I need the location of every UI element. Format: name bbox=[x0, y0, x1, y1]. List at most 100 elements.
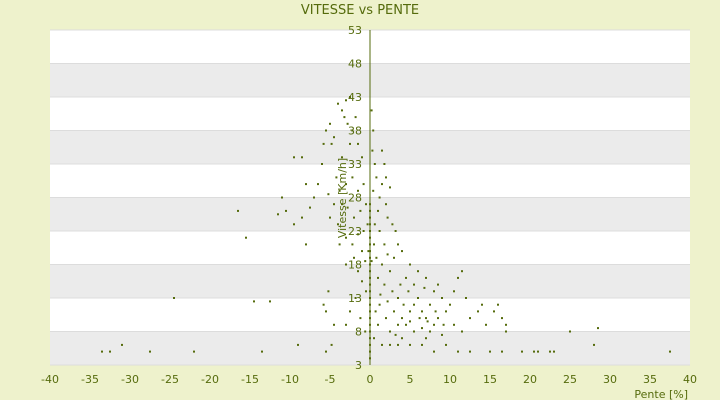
data-point bbox=[485, 323, 487, 326]
data-point bbox=[361, 156, 363, 159]
data-point bbox=[433, 350, 435, 353]
x-axis-title: Pente [%] bbox=[634, 388, 688, 400]
data-point bbox=[359, 209, 362, 212]
data-point bbox=[353, 216, 355, 219]
data-point bbox=[409, 263, 411, 266]
data-point bbox=[389, 186, 391, 189]
data-point bbox=[301, 156, 303, 159]
data-point bbox=[429, 303, 431, 306]
data-point bbox=[417, 270, 419, 273]
data-point bbox=[369, 236, 371, 239]
data-point bbox=[461, 330, 463, 333]
data-point bbox=[369, 209, 371, 212]
data-point bbox=[377, 323, 379, 326]
data-point bbox=[346, 122, 349, 125]
data-point bbox=[333, 136, 335, 139]
data-point bbox=[383, 283, 386, 286]
x-tick-label: -40 bbox=[41, 373, 59, 386]
data-point bbox=[337, 223, 339, 226]
data-point bbox=[245, 236, 247, 239]
data-point bbox=[373, 337, 375, 340]
data-point bbox=[489, 350, 491, 353]
data-point bbox=[317, 183, 319, 186]
data-point bbox=[386, 216, 389, 219]
data-point bbox=[394, 230, 397, 232]
data-point bbox=[373, 163, 376, 165]
data-point bbox=[354, 116, 357, 119]
data-point bbox=[369, 350, 371, 353]
data-point bbox=[521, 350, 523, 353]
data-point bbox=[173, 297, 175, 299]
data-point bbox=[362, 183, 365, 186]
x-tick-label: 20 bbox=[523, 373, 537, 386]
data-point bbox=[497, 303, 499, 306]
data-point bbox=[386, 300, 389, 303]
data-point bbox=[297, 343, 299, 346]
data-point bbox=[401, 250, 403, 253]
data-point bbox=[389, 343, 391, 346]
y-tick-label: 3 bbox=[355, 359, 362, 372]
data-point bbox=[351, 129, 354, 132]
data-point bbox=[401, 317, 403, 320]
data-point bbox=[413, 303, 415, 306]
data-point bbox=[402, 303, 405, 306]
data-point bbox=[372, 129, 375, 132]
data-point bbox=[378, 230, 381, 232]
data-point bbox=[369, 263, 371, 266]
data-point bbox=[353, 256, 355, 259]
data-point bbox=[381, 263, 383, 266]
data-point bbox=[442, 323, 445, 326]
data-point bbox=[371, 149, 374, 152]
data-point bbox=[421, 327, 423, 330]
data-point bbox=[397, 343, 399, 346]
data-point bbox=[383, 243, 386, 246]
data-point bbox=[378, 303, 381, 306]
data-point bbox=[505, 330, 507, 333]
data-point bbox=[369, 297, 371, 299]
y-tick-label: 38 bbox=[348, 125, 362, 138]
data-point bbox=[369, 337, 371, 340]
x-tick-label: 10 bbox=[443, 373, 457, 386]
data-point bbox=[329, 122, 331, 125]
data-point bbox=[457, 276, 459, 279]
data-point bbox=[481, 303, 483, 306]
data-point bbox=[345, 263, 347, 266]
y-tick-label: 43 bbox=[348, 91, 362, 104]
data-point bbox=[373, 223, 376, 226]
data-point bbox=[335, 176, 338, 179]
data-point bbox=[405, 276, 407, 279]
data-point bbox=[423, 286, 426, 289]
x-tick-label: 25 bbox=[563, 373, 577, 386]
data-point bbox=[569, 330, 571, 333]
data-point bbox=[453, 290, 455, 293]
data-point bbox=[413, 283, 415, 286]
data-point bbox=[369, 270, 371, 273]
data-point bbox=[501, 350, 503, 353]
data-point bbox=[121, 343, 123, 346]
data-point bbox=[501, 317, 503, 320]
data-point bbox=[394, 333, 397, 336]
data-point bbox=[389, 270, 391, 273]
data-point bbox=[349, 142, 351, 145]
data-point bbox=[391, 223, 394, 226]
data-point bbox=[321, 163, 323, 165]
data-point bbox=[397, 323, 399, 326]
data-point bbox=[421, 343, 423, 346]
data-point bbox=[425, 276, 427, 279]
data-point bbox=[385, 176, 387, 179]
data-point bbox=[453, 323, 455, 326]
data-point bbox=[445, 343, 447, 346]
data-point bbox=[338, 189, 341, 192]
data-point bbox=[375, 176, 378, 179]
y-tick-label: 28 bbox=[348, 192, 362, 205]
data-point bbox=[369, 343, 371, 346]
data-point bbox=[386, 253, 389, 256]
x-tick-label: -5 bbox=[325, 373, 336, 386]
data-point bbox=[393, 310, 395, 313]
y-tick-label: 48 bbox=[348, 58, 362, 71]
x-tick-label: 30 bbox=[603, 373, 617, 386]
data-point bbox=[469, 317, 471, 320]
data-point bbox=[101, 350, 103, 353]
data-point bbox=[349, 310, 351, 313]
